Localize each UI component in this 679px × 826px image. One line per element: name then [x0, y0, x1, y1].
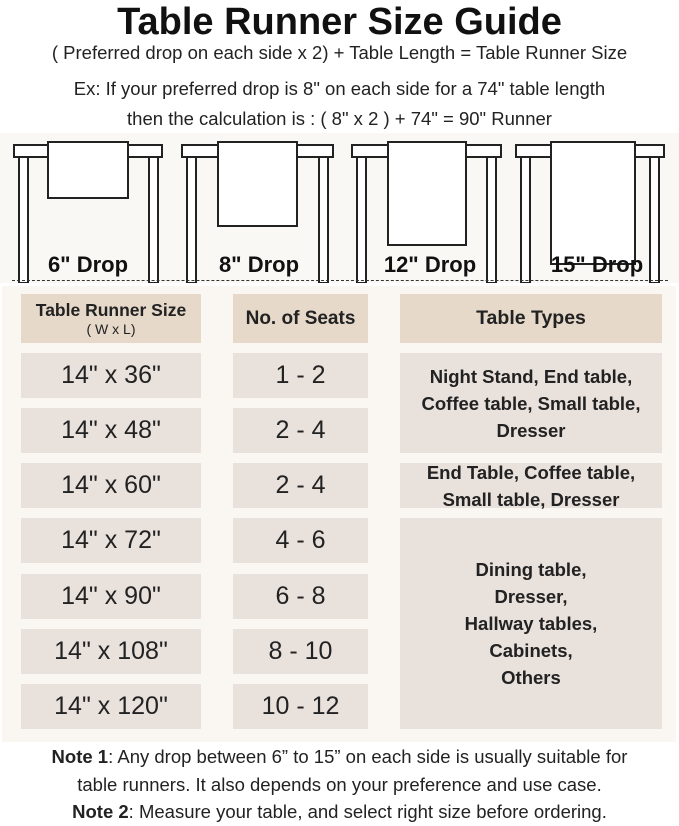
runner-drop-6 — [47, 141, 129, 199]
divider — [12, 280, 668, 281]
example-line-2: then the calculation is : ( 8" x 2 ) + 7… — [127, 108, 552, 129]
note-1: Note 1: Any drop between 6” to 15” on ea… — [0, 746, 679, 768]
note-2-label: Note 2 — [72, 801, 129, 822]
example-line-1: Ex: If your preferred drop is 8" on each… — [73, 78, 606, 99]
note-1-text: : Any drop between 6” to 15” on each sid… — [108, 746, 628, 767]
header-size-label: Table Runner Size — [35, 300, 187, 320]
seats-cell: 2 - 4 — [233, 463, 368, 508]
table-types-cell: End Table, Coffee table, Small table, Dr… — [400, 462, 662, 510]
header-size-sub: ( W x L) — [86, 321, 136, 337]
size-cell: 14" x 60" — [21, 463, 201, 508]
table-types-cell: Dining table, Dresser, Hallway tables, C… — [400, 518, 662, 729]
note-2: Note 2: Measure your table, and select r… — [0, 801, 679, 823]
seats-cell: 4 - 6 — [233, 518, 368, 563]
table-6in-drop — [13, 141, 163, 284]
seats-cell: 2 - 4 — [233, 408, 368, 453]
drop-label: 6" Drop — [47, 252, 129, 277]
formula-text: ( Preferred drop on each side x 2) + Tab… — [51, 42, 628, 63]
runner-drop-15 — [550, 141, 636, 265]
size-cell: 14" x 120" — [21, 684, 201, 729]
seats-cell: 6 - 8 — [233, 574, 368, 619]
size-cell: 14" x 108" — [21, 629, 201, 674]
table-8in-drop — [181, 141, 334, 284]
drop-diagrams — [0, 133, 679, 284]
note-1-label: Note 1 — [51, 746, 109, 767]
size-cell: 14" x 36" — [21, 353, 201, 398]
header-size: Table Runner Size ( W x L) — [21, 294, 201, 343]
note-2-text: : Measure your table, and select right s… — [128, 801, 607, 822]
seats-cell: 8 - 10 — [233, 629, 368, 674]
header-types: Table Types — [400, 294, 662, 343]
size-cell: 14" x 72" — [21, 518, 201, 563]
drop-label: 12" Drop — [383, 252, 477, 277]
drop-label: 15" Drop — [550, 252, 644, 277]
table-15in-drop — [515, 141, 665, 284]
runner-drop-12 — [387, 141, 467, 246]
runner-drop-8 — [217, 141, 298, 227]
drop-label: 8" Drop — [218, 252, 300, 277]
size-cell: 14" x 90" — [21, 574, 201, 619]
seats-cell: 1 - 2 — [233, 353, 368, 398]
size-cell: 14" x 48" — [21, 408, 201, 453]
page-title: Table Runner Size Guide — [117, 1, 562, 43]
table-types-cell: Night Stand, End table, Coffee table, Sm… — [400, 353, 662, 453]
note-1-line-2: table runners. It also depends on your p… — [77, 774, 602, 795]
seats-cell: 10 - 12 — [233, 684, 368, 729]
header-seats: No. of Seats — [233, 294, 368, 343]
